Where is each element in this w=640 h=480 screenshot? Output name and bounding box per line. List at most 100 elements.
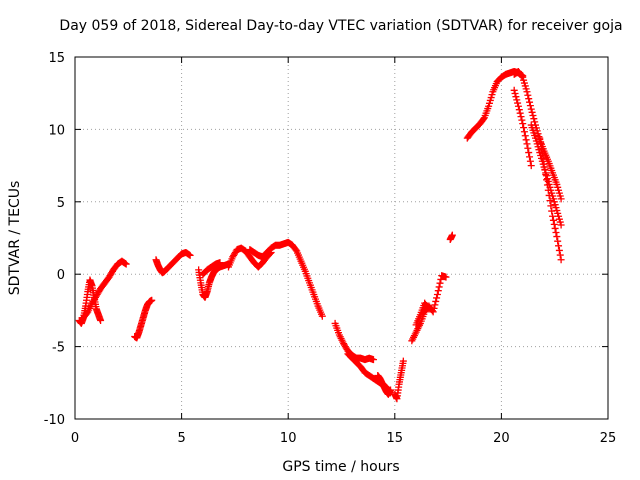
x-tick-label: 25 <box>600 431 617 446</box>
plot-frame <box>74 56 609 420</box>
x-tick-label: 5 <box>177 431 185 446</box>
series-arc-o <box>446 231 456 243</box>
data-point <box>521 132 529 140</box>
data-point <box>526 102 534 110</box>
data-point <box>549 212 557 220</box>
data-point <box>549 216 557 224</box>
data-point <box>540 160 548 168</box>
x-tick-label: 20 <box>493 431 510 446</box>
data-point <box>537 139 545 147</box>
data-point <box>520 128 528 136</box>
data-point <box>516 109 524 117</box>
data-point <box>523 140 531 148</box>
data-point <box>97 317 105 325</box>
data-point <box>399 357 407 365</box>
data-point <box>545 191 553 199</box>
data-point <box>536 134 544 142</box>
data-point <box>527 105 535 113</box>
data-point <box>387 386 395 394</box>
data-point <box>517 113 525 121</box>
data-point <box>148 296 156 304</box>
data-point <box>512 93 520 101</box>
data-point <box>524 91 532 99</box>
data-point <box>543 181 551 189</box>
data-point <box>434 287 442 295</box>
data-point <box>555 246 563 254</box>
series-arc-d <box>152 248 194 277</box>
x-tick-label: 0 <box>71 431 79 446</box>
data-point <box>525 149 533 157</box>
data-point <box>537 145 545 153</box>
data-point <box>528 108 536 116</box>
y-tick-label: 15 <box>48 51 65 66</box>
data-point <box>529 111 537 119</box>
data-point <box>429 308 437 316</box>
data-point <box>542 171 550 179</box>
series-arc-s <box>510 86 535 170</box>
data-point <box>186 251 194 259</box>
data-point <box>551 224 559 232</box>
data-point <box>527 162 535 170</box>
series-arc-n <box>412 299 433 329</box>
series-arc-l <box>391 357 407 403</box>
data-point <box>318 312 326 320</box>
data-point <box>510 86 518 94</box>
data-point <box>436 279 444 287</box>
data-point <box>518 116 526 124</box>
data-point <box>524 144 532 152</box>
data-point <box>511 89 519 97</box>
data-point <box>433 290 441 298</box>
data-point <box>530 115 538 123</box>
series-arc-b <box>80 257 130 322</box>
axis-ticks: 0 5 10 15 20 25 -10 -5 0 5 10 15 <box>44 51 617 446</box>
series-arc-t <box>536 134 565 264</box>
data-point <box>122 260 130 268</box>
data-point <box>432 297 440 305</box>
data-point <box>216 259 224 267</box>
data-point <box>538 150 546 158</box>
data-point <box>519 120 527 128</box>
y-tick-label: 10 <box>48 123 65 138</box>
data-point <box>552 228 560 236</box>
data-point <box>546 197 554 205</box>
y-tick-label: -5 <box>52 341 65 356</box>
data-point <box>554 237 562 245</box>
data-point <box>425 305 433 313</box>
data-point <box>435 283 443 291</box>
data-point <box>518 72 526 80</box>
chart-title: Day 059 of 2018, Sidereal Day-to-day VTE… <box>59 18 622 34</box>
data-point <box>514 99 522 107</box>
series-arc-c <box>131 296 156 342</box>
data-point <box>526 98 534 106</box>
data-point <box>369 356 377 364</box>
data-point <box>547 202 555 210</box>
y-tick-label: 5 <box>57 196 65 211</box>
data-point <box>543 176 551 184</box>
grid <box>75 57 608 419</box>
data-point <box>555 242 563 250</box>
data-point <box>522 136 530 144</box>
y-tick-label: 0 <box>57 268 65 283</box>
x-axis-label: GPS time / hours <box>282 459 399 475</box>
x-tick-label: 15 <box>387 431 404 446</box>
data-point <box>531 118 539 126</box>
data-point <box>557 256 565 264</box>
data-point <box>513 96 521 104</box>
series-arc-p <box>463 67 527 142</box>
y-axis-label: SDTVAR / TECUs <box>7 181 23 296</box>
data-point <box>525 95 533 103</box>
data-point <box>548 207 556 215</box>
data-point <box>553 233 561 241</box>
data-point <box>526 153 534 161</box>
data-point <box>523 88 531 96</box>
data-point <box>557 195 565 203</box>
data-point <box>526 157 534 165</box>
data-point <box>424 304 432 312</box>
data-point <box>556 251 564 259</box>
y-tick-label: -10 <box>44 413 65 428</box>
series-arc-h <box>246 238 326 320</box>
series-arc-f <box>199 259 224 278</box>
data-point <box>514 102 522 110</box>
